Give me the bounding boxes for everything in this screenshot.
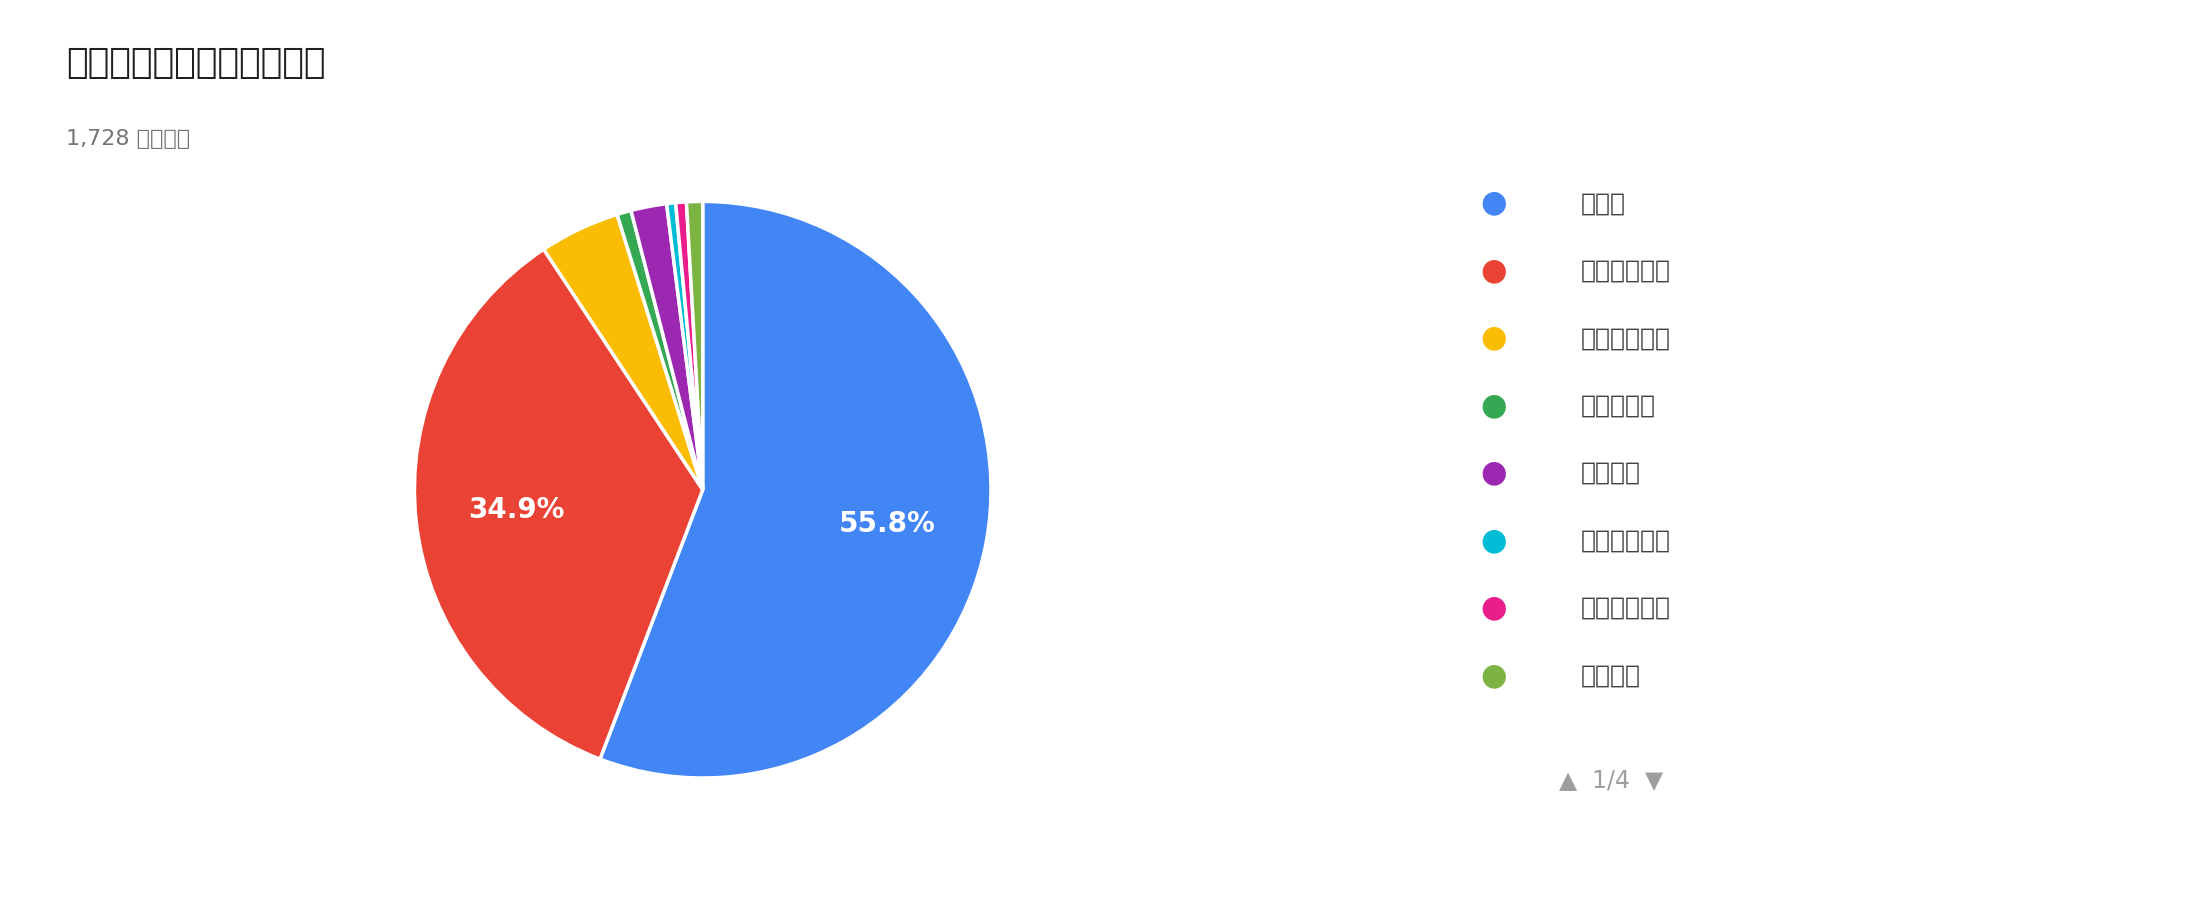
Text: 34.9%: 34.9% [468,496,564,524]
Wedge shape [687,201,703,490]
Text: 55.8%: 55.8% [839,510,935,538]
Text: ●: ● [1480,526,1506,555]
Text: スマホケース: スマホケース [1581,529,1671,553]
Text: ●: ● [1480,593,1506,623]
Text: ●: ● [1480,661,1506,690]
Text: ●: ● [1480,391,1506,420]
Text: 三つ折り財布: 三つ折り財布 [1581,326,1671,350]
Text: 持っていない: 持っていない [1581,596,1671,620]
Wedge shape [415,249,703,760]
Text: ●: ● [1480,458,1506,488]
Wedge shape [545,214,703,490]
Text: ●: ● [1480,323,1506,353]
Wedge shape [676,201,703,490]
Wedge shape [600,201,990,778]
Wedge shape [630,203,703,490]
Text: がま口財布: がま口財布 [1581,394,1656,418]
Wedge shape [668,202,703,490]
Text: 長財布: 長財布 [1581,191,1625,215]
Wedge shape [617,211,703,490]
Text: 二つ折り財布: 二つ折り財布 [1581,259,1671,283]
Text: ミニ財布: ミニ財布 [1581,663,1640,687]
Text: ●: ● [1480,188,1506,218]
Text: 1,728 件の回答: 1,728 件の回答 [66,129,191,150]
Text: 普段使っているお財布は？: 普段使っているお財布は？ [66,46,325,80]
Text: 小銭入れ: 小銭入れ [1581,461,1640,485]
Text: ●: ● [1480,256,1506,286]
Text: ▲  1/4  ▼: ▲ 1/4 ▼ [1559,768,1662,792]
